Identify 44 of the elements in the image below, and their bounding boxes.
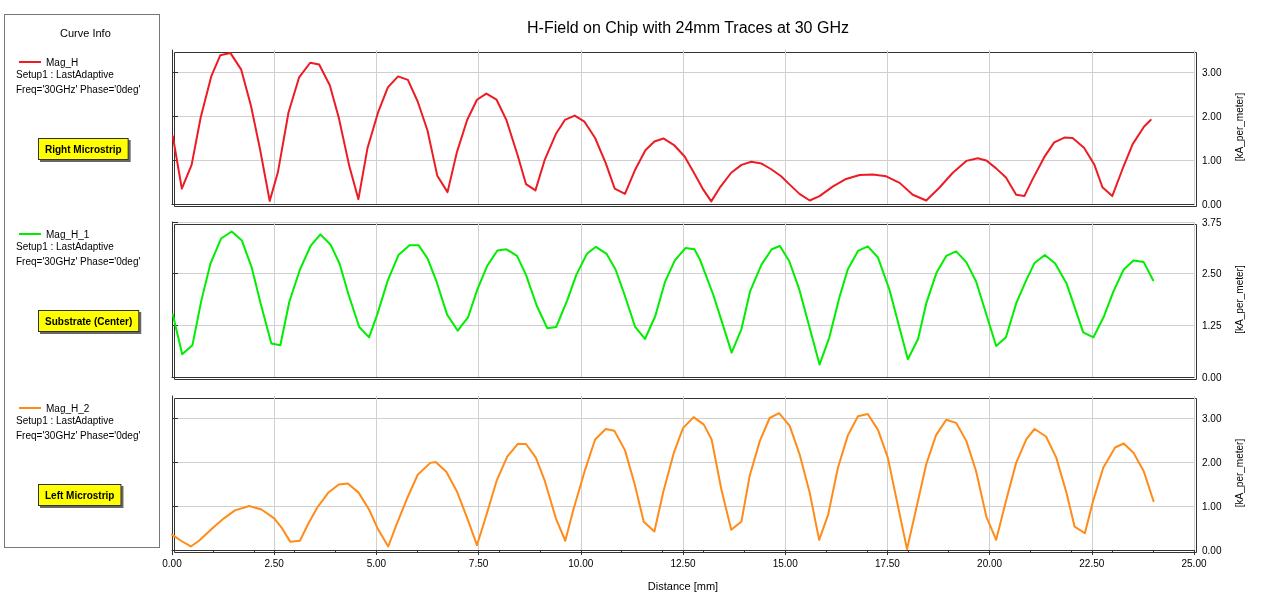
y-tick-label: 0.00 (1202, 198, 1222, 210)
y-tick-label: 2.00 (1202, 110, 1222, 122)
y-tick-label: 0.00 (1202, 544, 1222, 556)
line-series (171, 230, 1155, 366)
y-axis-title: [kA_per_meter] (1233, 92, 1245, 162)
y-tick-label: 3.00 (1202, 66, 1222, 78)
y-tick-label: 1.00 (1202, 154, 1222, 166)
y-tick-label: 2.50 (1202, 268, 1222, 280)
x-tick-label: 22.50 (1079, 557, 1105, 569)
text: Freq='30GHz' Phase='0deg' (16, 429, 141, 441)
text: Setup1 : LastAdaptive (16, 414, 115, 426)
x-tick-label: 0.00 (162, 557, 183, 569)
y-tick-label: 3.75 (1202, 216, 1222, 228)
text: Setup1 : LastAdaptive (16, 240, 115, 252)
y-tick-label: 3.00 (1202, 412, 1222, 424)
legend-label: Mag_H_2 (46, 402, 90, 414)
x-tick-label: 5.00 (366, 557, 387, 569)
x-tick-label: 20.00 (977, 557, 1003, 569)
text: Freq='30GHz' Phase='0deg' (16, 255, 141, 267)
x-tick-label: 15.00 (772, 557, 799, 569)
x-tick-label: 12.50 (670, 557, 696, 569)
y-tick-label: 0.00 (1202, 371, 1222, 383)
y-tick-label: 1.25 (1202, 319, 1222, 331)
text: Right Microstrip (45, 143, 122, 155)
legend-title: Curve Info (60, 26, 111, 39)
text: Setup1 : LastAdaptive (16, 68, 115, 80)
x-tick-label: 25.00 (1181, 557, 1207, 569)
legend-label: Mag_H_1 (46, 228, 90, 240)
text: Freq='30GHz' Phase='0deg' (16, 83, 141, 95)
x-tick-label: 17.50 (874, 557, 901, 569)
line-series (171, 412, 1155, 551)
legend-label: Mag_H (46, 56, 79, 68)
y-tick-label: 1.00 (1202, 500, 1222, 512)
chart-title: H-Field on Chip with 24mm Traces at 30 GHz (527, 18, 849, 36)
x-tick-label: 7.50 (468, 557, 489, 569)
text: Left Microstrip (45, 489, 115, 501)
x-tick-label: 10.00 (568, 557, 594, 569)
y-tick-label: 2.00 (1202, 456, 1222, 468)
line-series (171, 52, 1152, 203)
y-axis-title: [kA_per_meter] (1233, 438, 1245, 508)
x-axis-title: Distance [mm] (647, 579, 719, 592)
x-tick-label: 2.50 (264, 557, 285, 569)
y-axis-title: [kA_per_meter] (1233, 265, 1245, 334)
text: Substrate (Center) (45, 315, 133, 327)
